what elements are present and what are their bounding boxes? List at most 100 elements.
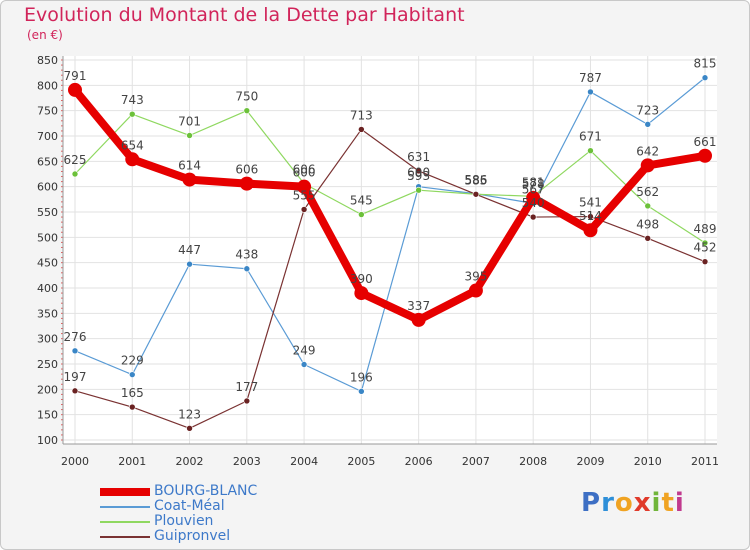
chart-legend: BOURG-BLANC Coat-Méal Plouvien Guipronvel <box>100 483 360 544</box>
data-label: 498 <box>636 217 659 231</box>
data-point <box>239 176 254 191</box>
x-tick-label: 2004 <box>290 455 318 468</box>
data-point <box>526 190 541 205</box>
legend-label: BOURG-BLANC <box>154 483 258 499</box>
data-point <box>411 312 426 327</box>
data-label: 395 <box>464 270 487 284</box>
data-point <box>354 286 369 301</box>
data-label: 196 <box>350 370 373 384</box>
data-label: 165 <box>121 386 144 400</box>
data-label: 701 <box>178 114 201 128</box>
y-tick-label: 700 <box>37 130 58 143</box>
data-label: 337 <box>407 299 430 313</box>
data-point <box>71 170 79 178</box>
logo-letter: x <box>633 488 652 518</box>
legend-item: BOURG-BLANC <box>100 483 360 499</box>
x-tick-label: 2008 <box>519 455 547 468</box>
legend-swatch <box>100 488 150 496</box>
data-point <box>701 258 709 265</box>
y-tick-label: 200 <box>37 383 58 396</box>
data-label: 787 <box>579 71 602 85</box>
data-point <box>128 403 136 411</box>
data-label: 447 <box>178 243 201 257</box>
data-point <box>644 202 652 210</box>
y-tick-label: 800 <box>37 79 58 92</box>
data-label: 489 <box>694 222 717 236</box>
data-label: 177 <box>235 380 258 394</box>
data-point <box>415 167 422 175</box>
data-point <box>583 223 598 238</box>
data-label: 438 <box>235 248 258 262</box>
y-tick-label: 350 <box>37 307 58 320</box>
data-label: 567 <box>522 182 545 196</box>
legend-swatch <box>100 506 150 508</box>
data-point <box>186 260 193 268</box>
y-tick-label: 850 <box>37 54 58 67</box>
data-label: 585 <box>464 173 487 187</box>
data-label: 514 <box>579 209 602 223</box>
logo-letter: i <box>651 488 662 518</box>
data-point <box>68 82 82 97</box>
data-label: 578 <box>522 177 545 191</box>
x-tick-label: 2007 <box>462 455 490 468</box>
x-tick-label: 2010 <box>634 455 662 468</box>
data-label: 600 <box>407 166 430 180</box>
series-line-plouvien <box>74 110 706 244</box>
data-point <box>587 88 594 96</box>
y-tick-label: 650 <box>37 155 58 168</box>
proxiti-logo: Proxiti <box>581 488 685 518</box>
plot-area <box>63 56 717 444</box>
data-point <box>71 387 79 395</box>
data-label: 555 <box>293 188 316 202</box>
logo-letter: P <box>581 488 602 518</box>
y-tick-label: 500 <box>37 231 58 244</box>
x-tick-label: 2005 <box>347 455 375 468</box>
data-label: 815 <box>694 57 717 71</box>
data-label: 671 <box>579 130 602 144</box>
x-tick-label: 2011 <box>691 455 719 468</box>
y-tick-label: 550 <box>37 206 58 219</box>
data-label: 581 <box>522 175 545 189</box>
data-label: 743 <box>121 93 144 107</box>
data-label: 713 <box>350 108 373 122</box>
data-label: 586 <box>464 173 487 187</box>
data-point <box>71 347 79 355</box>
chart-title: Evolution du Montant de la Dette par Hab… <box>24 4 465 26</box>
data-point <box>243 107 251 114</box>
legend-item: Guipronvel <box>100 528 360 544</box>
x-tick-label: 2000 <box>61 455 89 468</box>
data-label: 123 <box>178 407 201 421</box>
data-point <box>358 211 365 218</box>
data-label: 562 <box>636 185 659 199</box>
data-label: 654 <box>121 138 144 152</box>
data-point <box>300 206 308 213</box>
x-tick-label: 2006 <box>405 455 433 468</box>
data-point <box>644 121 652 128</box>
data-point <box>701 74 709 82</box>
data-label: 452 <box>694 241 717 255</box>
data-point <box>182 172 197 187</box>
y-tick-label: 600 <box>37 181 58 194</box>
logo-letter: t <box>661 488 675 518</box>
series-line-coat-méal <box>74 77 706 392</box>
data-label: 585 <box>464 173 487 187</box>
x-tick-label: 2009 <box>576 455 604 468</box>
data-label: 750 <box>235 90 258 104</box>
legend-item: Coat-Méal <box>100 498 360 514</box>
data-point <box>243 397 251 405</box>
data-point <box>358 126 365 133</box>
data-point <box>186 425 193 432</box>
legend-swatch <box>100 521 150 523</box>
x-tick-label: 2002 <box>176 455 204 468</box>
data-label: 600 <box>293 166 316 180</box>
legend-item: Plouvien <box>100 513 360 529</box>
data-point <box>587 147 594 154</box>
x-tick-label: 2001 <box>118 455 146 468</box>
data-label: 276 <box>64 330 87 344</box>
data-label: 249 <box>293 344 316 358</box>
data-point <box>701 239 709 247</box>
y-tick-label: 100 <box>37 434 58 447</box>
y-tick-label: 250 <box>37 358 58 371</box>
legend-label: Guipronvel <box>154 528 231 544</box>
